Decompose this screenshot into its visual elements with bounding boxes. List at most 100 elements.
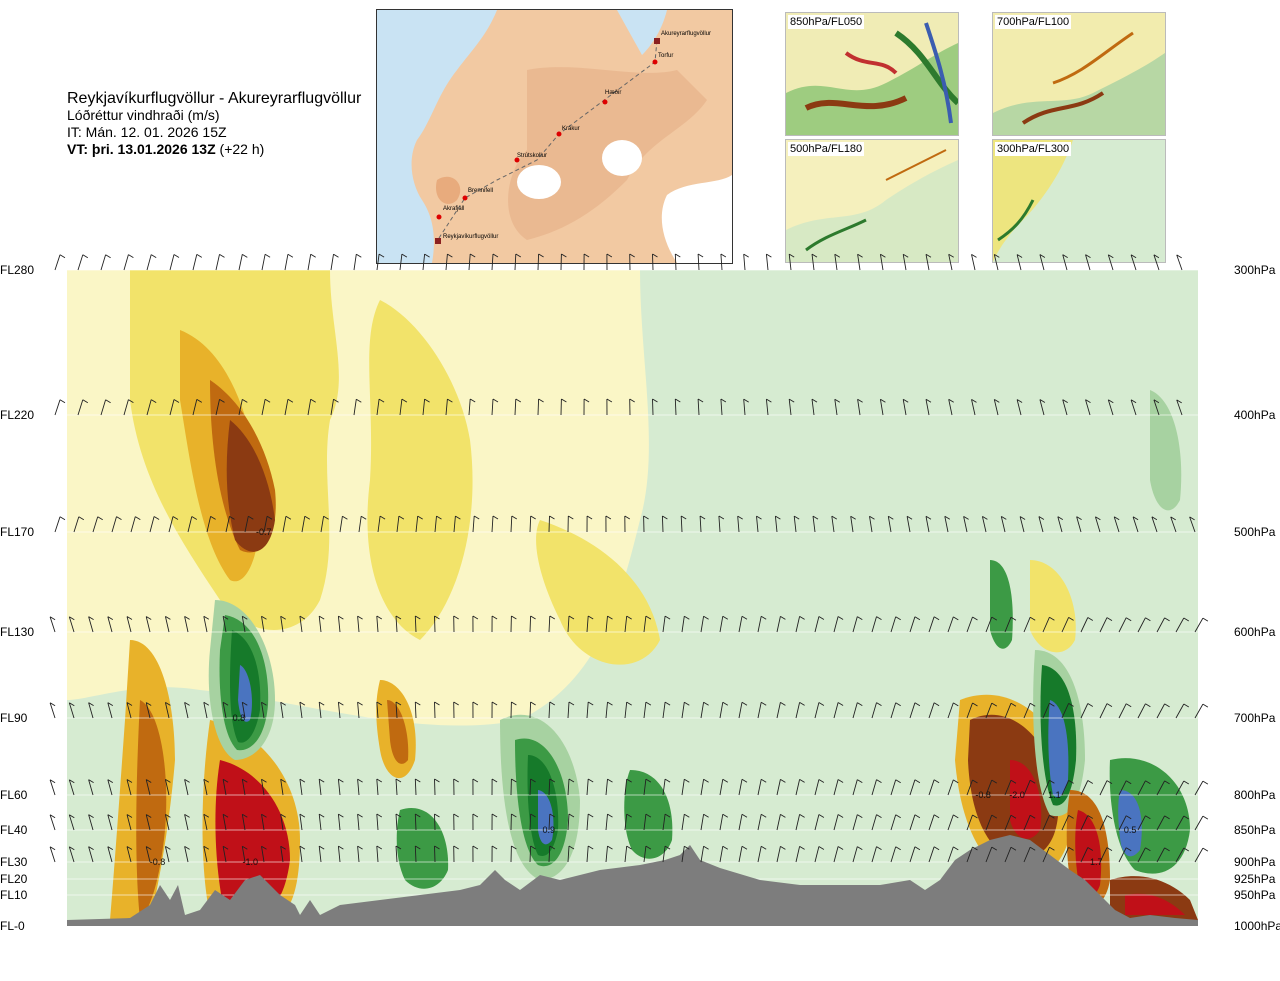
wind-barb — [833, 814, 844, 831]
inset-label: 850hPa/FL050 — [788, 15, 865, 29]
wind-barb — [871, 702, 882, 719]
wind-barb — [743, 398, 749, 416]
wind-barb — [284, 398, 294, 416]
contour-value: 1.1 — [1048, 790, 1061, 800]
wind-barb — [1137, 780, 1151, 796]
wind-barb — [560, 253, 567, 271]
wind-barb — [280, 813, 286, 831]
wind-barb — [774, 515, 781, 533]
wind-barb — [680, 515, 687, 533]
wind-barb — [169, 254, 180, 271]
wind-barb — [318, 845, 325, 863]
wind-barb — [852, 779, 863, 796]
wind-barb — [434, 813, 440, 831]
wind-barb — [1156, 617, 1170, 633]
wind-barb — [164, 846, 171, 863]
wind-barb — [890, 779, 901, 796]
wind-barb — [192, 399, 203, 416]
wind-barb — [510, 615, 517, 633]
wind-barb — [947, 702, 959, 719]
flight-level-label: FL280 — [0, 263, 34, 277]
wind-barb — [100, 254, 111, 271]
wind-barb — [1080, 617, 1094, 633]
wind-barb — [222, 813, 229, 831]
wind-barb — [434, 778, 440, 796]
contour-value: -1.0 — [242, 857, 258, 867]
wind-barb — [68, 702, 75, 719]
wind-barb — [307, 253, 316, 271]
wind-barb — [909, 846, 921, 863]
wind-barb — [985, 814, 998, 831]
wind-barb — [629, 253, 635, 271]
wind-barb — [491, 253, 499, 271]
wind-barb — [719, 615, 729, 633]
wind-barb — [795, 702, 805, 719]
wind-barb — [49, 702, 56, 719]
wind-barb — [491, 845, 498, 863]
wind-barb — [902, 398, 909, 416]
wind-barb — [966, 814, 978, 831]
wind-barb — [434, 701, 440, 719]
inset-300hpa: 300hPa/FL300 — [992, 139, 1166, 263]
wind-barb — [871, 779, 882, 796]
wind-barb — [445, 253, 453, 271]
wind-barb — [453, 778, 459, 796]
wind-barb — [126, 814, 133, 831]
wind-barb — [925, 398, 932, 416]
wind-barb — [529, 778, 536, 796]
pressure-label: 700hPa — [1234, 711, 1276, 725]
wind-barb — [928, 616, 940, 633]
wind-barb — [68, 779, 75, 796]
wind-barb — [414, 615, 421, 633]
wind-barb — [681, 778, 690, 796]
wind-barb — [1156, 815, 1170, 831]
wind-barb — [73, 516, 85, 533]
wind-barb — [567, 845, 575, 863]
wind-barb — [169, 399, 180, 416]
terrain-profile — [67, 835, 1198, 926]
issue-time: IT: Mán. 12. 01. 2026 15Z — [67, 124, 227, 140]
wind-barb — [1042, 779, 1055, 796]
wind-barb — [395, 701, 402, 719]
wind-barb — [1118, 617, 1132, 633]
wind-barb — [624, 615, 632, 633]
pressure-label: 1000hPa — [1234, 919, 1280, 933]
wind-barb — [164, 616, 171, 633]
wind-barb — [857, 253, 863, 271]
wind-barb — [756, 515, 762, 533]
wind-barb — [529, 615, 536, 633]
wind-barb — [514, 253, 522, 271]
map-label-reykjavik: Reykjavíkurflugvöllur — [443, 234, 498, 240]
wind-barb — [606, 253, 613, 271]
wind-barb — [472, 845, 479, 863]
wind-barb — [966, 702, 978, 719]
wind-barb — [222, 778, 229, 796]
wind-barb — [145, 779, 152, 796]
pressure-label: 925hPa — [1234, 872, 1276, 886]
wind-barb — [1061, 847, 1074, 863]
flight-level-label: FL130 — [0, 625, 34, 639]
wind-barb — [643, 515, 649, 533]
wind-barb — [1118, 847, 1132, 863]
wind-barb — [445, 398, 453, 416]
wind-barb — [652, 398, 658, 416]
wind-barb — [700, 778, 709, 796]
wind-barb — [529, 813, 536, 831]
wind-barb — [850, 515, 856, 533]
wind-barb — [377, 515, 386, 533]
wind-barb — [795, 814, 805, 831]
wind-barb — [1061, 815, 1074, 831]
wind-barb — [491, 398, 499, 416]
wind-barb — [472, 515, 480, 533]
wind-barb — [395, 615, 402, 633]
wind-barb — [100, 399, 111, 416]
route-map-svg: Reykjavíkurflugvöllur Akrafjall Brennife… — [377, 10, 732, 263]
wind-barb — [1039, 399, 1046, 416]
wind-barb — [301, 515, 311, 533]
map-label-brennifell: Brennifell — [468, 188, 493, 194]
wind-barb — [605, 515, 612, 533]
wind-barb — [586, 615, 594, 633]
wind-barb — [966, 846, 978, 863]
wind-barb — [902, 253, 909, 271]
wind-barb — [700, 845, 709, 863]
